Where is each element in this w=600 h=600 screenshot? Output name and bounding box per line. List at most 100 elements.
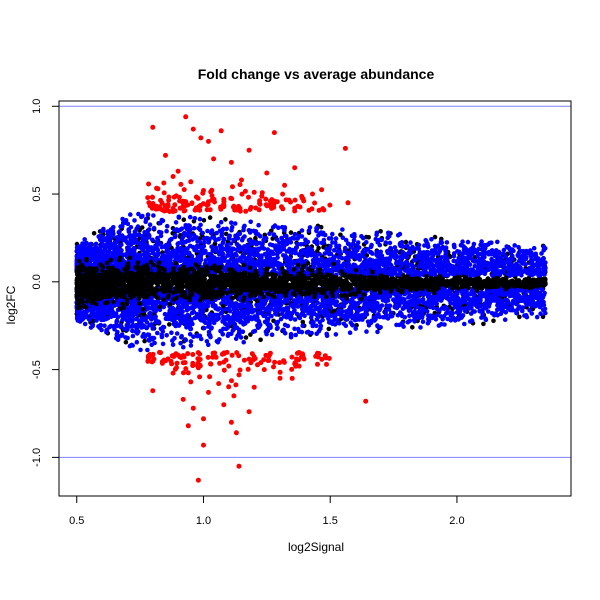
scatter-point <box>248 332 253 337</box>
scatter-point <box>225 325 231 330</box>
scatter-point <box>216 223 221 229</box>
scatter-point <box>258 337 263 343</box>
scatter-point <box>321 311 327 317</box>
scatter-point <box>138 347 143 353</box>
scatter-point <box>151 213 156 218</box>
scatter-point <box>351 237 357 243</box>
scatter-point <box>444 240 450 245</box>
scatter-point <box>331 308 337 314</box>
scatter-point <box>376 312 381 317</box>
scatter-point <box>219 231 225 236</box>
scatter-point <box>118 224 123 229</box>
scatter-point <box>145 212 151 217</box>
scatter-point <box>507 257 513 262</box>
scatter-point <box>118 324 123 330</box>
scatter-point <box>246 238 252 243</box>
scatter-point <box>534 314 540 320</box>
scatter-point <box>151 335 157 341</box>
scatter-point <box>136 211 141 217</box>
scatter-point <box>516 244 521 250</box>
scatter-point <box>318 224 324 230</box>
scatter-point <box>355 244 360 249</box>
scatter-point <box>240 236 246 241</box>
scatter-point <box>333 332 339 337</box>
scatter-point <box>246 228 252 233</box>
scatter-point <box>410 325 415 330</box>
scatter-point <box>224 226 229 232</box>
scatter-point <box>191 225 197 231</box>
scatter-point <box>135 224 141 229</box>
scatter-point <box>275 255 280 260</box>
scatter-point <box>477 308 483 313</box>
scatter-point <box>517 314 522 320</box>
scatter-point <box>158 220 163 226</box>
scatter-point <box>173 323 178 329</box>
scatter-point <box>292 317 298 322</box>
scatter-point <box>337 321 342 326</box>
scatter-point <box>436 323 442 328</box>
scatter-point <box>314 331 320 337</box>
scatter-point <box>240 308 245 314</box>
scatter-point <box>120 317 125 323</box>
scatter-point <box>296 326 301 332</box>
scatter-point <box>218 219 224 225</box>
scatter-point <box>215 312 221 318</box>
scatter-point <box>252 328 258 334</box>
scatter-point <box>271 232 277 237</box>
scatter-point <box>420 292 426 297</box>
scatter-point <box>252 240 258 245</box>
scatter-point <box>324 331 330 337</box>
scatter-point <box>434 306 440 312</box>
scatter-point <box>495 259 501 264</box>
scatter-point <box>270 224 276 230</box>
scatter-point <box>147 222 153 227</box>
scatter-point <box>120 216 125 222</box>
scatter-point <box>340 235 346 240</box>
scatter-point <box>279 311 285 317</box>
scatter-point <box>197 216 203 222</box>
scatter-point <box>169 330 174 336</box>
scatter-point <box>540 314 546 320</box>
scatter-point <box>280 224 285 230</box>
scatter-point <box>266 304 271 310</box>
scatter-point <box>370 308 376 314</box>
scatter-point <box>125 221 131 227</box>
scatter-point <box>155 330 160 336</box>
scatter-point <box>136 329 141 334</box>
scatter-point <box>420 296 426 302</box>
y-axis-label: log2FC <box>4 285 18 324</box>
scatter-point <box>486 304 492 309</box>
scatter-point <box>326 326 332 332</box>
scatter-point <box>201 218 207 223</box>
scatter-point <box>245 315 251 320</box>
scatter-point <box>220 240 226 246</box>
scatter-point <box>375 329 380 335</box>
scatter-point <box>87 317 92 323</box>
scatter-point <box>243 335 249 340</box>
scatter-point <box>201 325 207 331</box>
scatter-point <box>463 309 468 314</box>
scatter-point <box>387 240 393 246</box>
scatter-point <box>204 235 209 241</box>
scatter-point <box>366 235 372 240</box>
scatter-point <box>444 311 449 316</box>
scatter-point <box>495 239 500 245</box>
scatter-point <box>158 233 164 239</box>
scatter-point <box>468 291 474 297</box>
scatter-point <box>406 295 411 300</box>
scatter-point <box>322 232 328 238</box>
scatter-point <box>245 310 250 316</box>
scatter-point <box>287 310 292 316</box>
scatter-point <box>341 303 347 309</box>
scatter-point <box>378 325 383 330</box>
scatter-point <box>173 220 179 225</box>
scatter-point <box>282 322 288 328</box>
scatter-point <box>119 248 124 253</box>
scatter-point <box>480 311 486 317</box>
scatter-point <box>284 249 290 254</box>
scatter-point <box>529 256 534 262</box>
scatter-point <box>132 218 137 223</box>
scatter-point <box>253 235 258 241</box>
scatter-point <box>502 317 508 323</box>
scatter-point <box>172 335 177 341</box>
